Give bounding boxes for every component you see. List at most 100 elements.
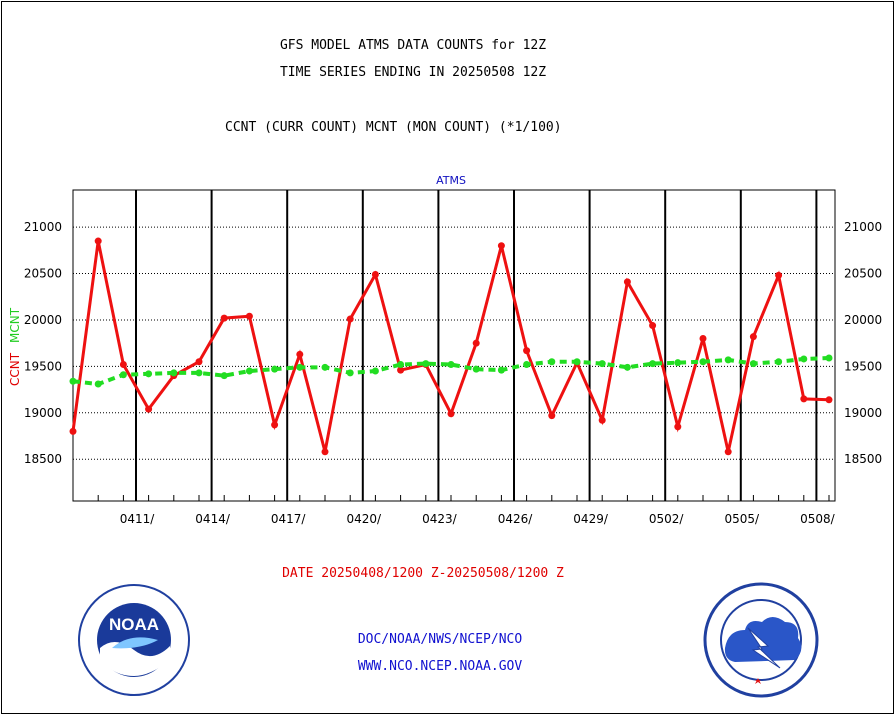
point-mcnt <box>321 363 329 371</box>
point-ccnt <box>724 448 732 456</box>
point-mcnt <box>119 371 127 379</box>
point-ccnt <box>749 333 757 341</box>
point-ccnt <box>447 410 455 418</box>
point-ccnt <box>649 322 657 330</box>
y-tick-label-left: 19000 <box>24 406 62 420</box>
point-ccnt <box>119 361 127 369</box>
point-ccnt <box>472 339 480 347</box>
point-ccnt <box>145 405 153 413</box>
y-tick-label-right: 20000 <box>844 313 882 327</box>
point-mcnt <box>69 377 77 385</box>
y-tick-label-left: 21000 <box>24 220 62 234</box>
point-ccnt <box>94 237 102 245</box>
noaa-logo: NOAA <box>78 584 190 696</box>
point-ccnt <box>220 314 228 322</box>
point-ccnt <box>674 423 682 431</box>
y-axis-left: 18500 19000 19500 20000 20500 21000 <box>24 220 62 466</box>
footer-url-line: WWW.NCO.NCEP.NOAA.GOV <box>357 659 523 674</box>
y-tick-label-right: 20500 <box>844 267 882 281</box>
x-tick-label: 0502/ <box>649 512 685 526</box>
point-mcnt <box>548 358 556 366</box>
point-mcnt <box>497 366 505 374</box>
y-tick-label-right: 18500 <box>844 452 882 466</box>
point-mcnt <box>245 367 253 375</box>
plot-title-atms: ATMS <box>436 174 466 187</box>
series-layer <box>69 237 833 456</box>
noaa-logo-text: NOAA <box>109 615 159 634</box>
x-tick-label: 0423/ <box>422 512 458 526</box>
point-mcnt <box>472 365 480 373</box>
x-tick-label: 0420/ <box>347 512 383 526</box>
ylabel-mcnt: MCNT <box>8 307 22 343</box>
point-ccnt <box>598 416 606 424</box>
y-tick-label-right: 21000 <box>844 220 882 234</box>
series-line-ccnt <box>71 240 830 453</box>
point-ccnt <box>825 396 833 404</box>
x-axis-date-range: DATE 20250408/1200 Z-20250508/1200 Z <box>282 566 564 581</box>
point-mcnt <box>573 358 581 366</box>
point-mcnt <box>674 359 682 367</box>
point-ccnt <box>371 270 379 278</box>
chart-title-line1: GFS MODEL ATMS DATA COUNTS for 12Z <box>279 38 547 53</box>
point-mcnt <box>724 356 732 364</box>
plot-border <box>72 189 836 502</box>
x-axis: 0411/0414/0417/0420/0423/0426/0429/0502/… <box>120 512 836 526</box>
point-mcnt <box>775 358 783 366</box>
x-tick-label: 0417/ <box>271 512 307 526</box>
point-ccnt <box>800 395 808 403</box>
point-ccnt <box>69 427 77 435</box>
point-mcnt <box>699 358 707 366</box>
point-ccnt <box>775 271 783 279</box>
y-tick-label-left: 20500 <box>24 267 62 281</box>
y-tick-label-right: 19500 <box>844 359 882 373</box>
point-mcnt <box>800 355 808 363</box>
point-mcnt <box>94 380 102 388</box>
point-ccnt <box>623 278 631 286</box>
point-mcnt <box>271 365 279 373</box>
y-tick-label-left: 18500 <box>24 452 62 466</box>
y-tick-label-left: 20000 <box>24 313 62 327</box>
chart-subtitle: CCNT (CURR COUNT) MCNT (MON COUNT) (*1/1… <box>225 120 562 135</box>
point-mcnt <box>170 369 178 377</box>
point-mcnt <box>296 363 304 371</box>
nws-logo <box>703 582 819 698</box>
point-ccnt <box>523 347 531 355</box>
y-tick-label-right: 19000 <box>844 406 882 420</box>
point-mcnt <box>195 369 203 377</box>
point-ccnt <box>497 242 505 250</box>
x-tick-label: 0429/ <box>573 512 609 526</box>
y-axis-right: 18500 19000 19500 20000 20500 21000 <box>844 220 882 466</box>
point-mcnt <box>623 363 631 371</box>
point-mcnt <box>825 354 833 362</box>
x-tick-label: 0508/ <box>800 512 836 526</box>
point-ccnt <box>397 366 405 374</box>
x-tick-label: 0505/ <box>725 512 761 526</box>
point-ccnt <box>321 448 329 456</box>
y-tick-label-left: 19500 <box>24 359 62 373</box>
point-mcnt <box>447 361 455 369</box>
point-mcnt <box>145 370 153 378</box>
point-ccnt <box>296 350 304 358</box>
x-tick-label: 0426/ <box>498 512 534 526</box>
point-ccnt <box>195 358 203 366</box>
point-mcnt <box>523 361 531 369</box>
point-ccnt <box>245 312 253 320</box>
ylabel-ccnt: CCNT <box>8 352 22 386</box>
x-tick-label: 0414/ <box>195 512 231 526</box>
chart-title-line2: TIME SERIES ENDING IN 20250508 12Z <box>279 65 547 80</box>
x-tick-label: 0411/ <box>120 512 156 526</box>
point-ccnt <box>548 412 556 420</box>
point-mcnt <box>598 360 606 368</box>
point-mcnt <box>346 369 354 377</box>
point-mcnt <box>749 360 757 368</box>
point-mcnt <box>371 367 379 375</box>
point-ccnt <box>699 335 707 343</box>
point-ccnt <box>271 421 279 429</box>
point-mcnt <box>649 360 657 368</box>
point-ccnt <box>346 315 354 323</box>
grid-layer <box>72 190 835 501</box>
point-mcnt <box>397 361 405 369</box>
point-mcnt <box>422 360 430 368</box>
